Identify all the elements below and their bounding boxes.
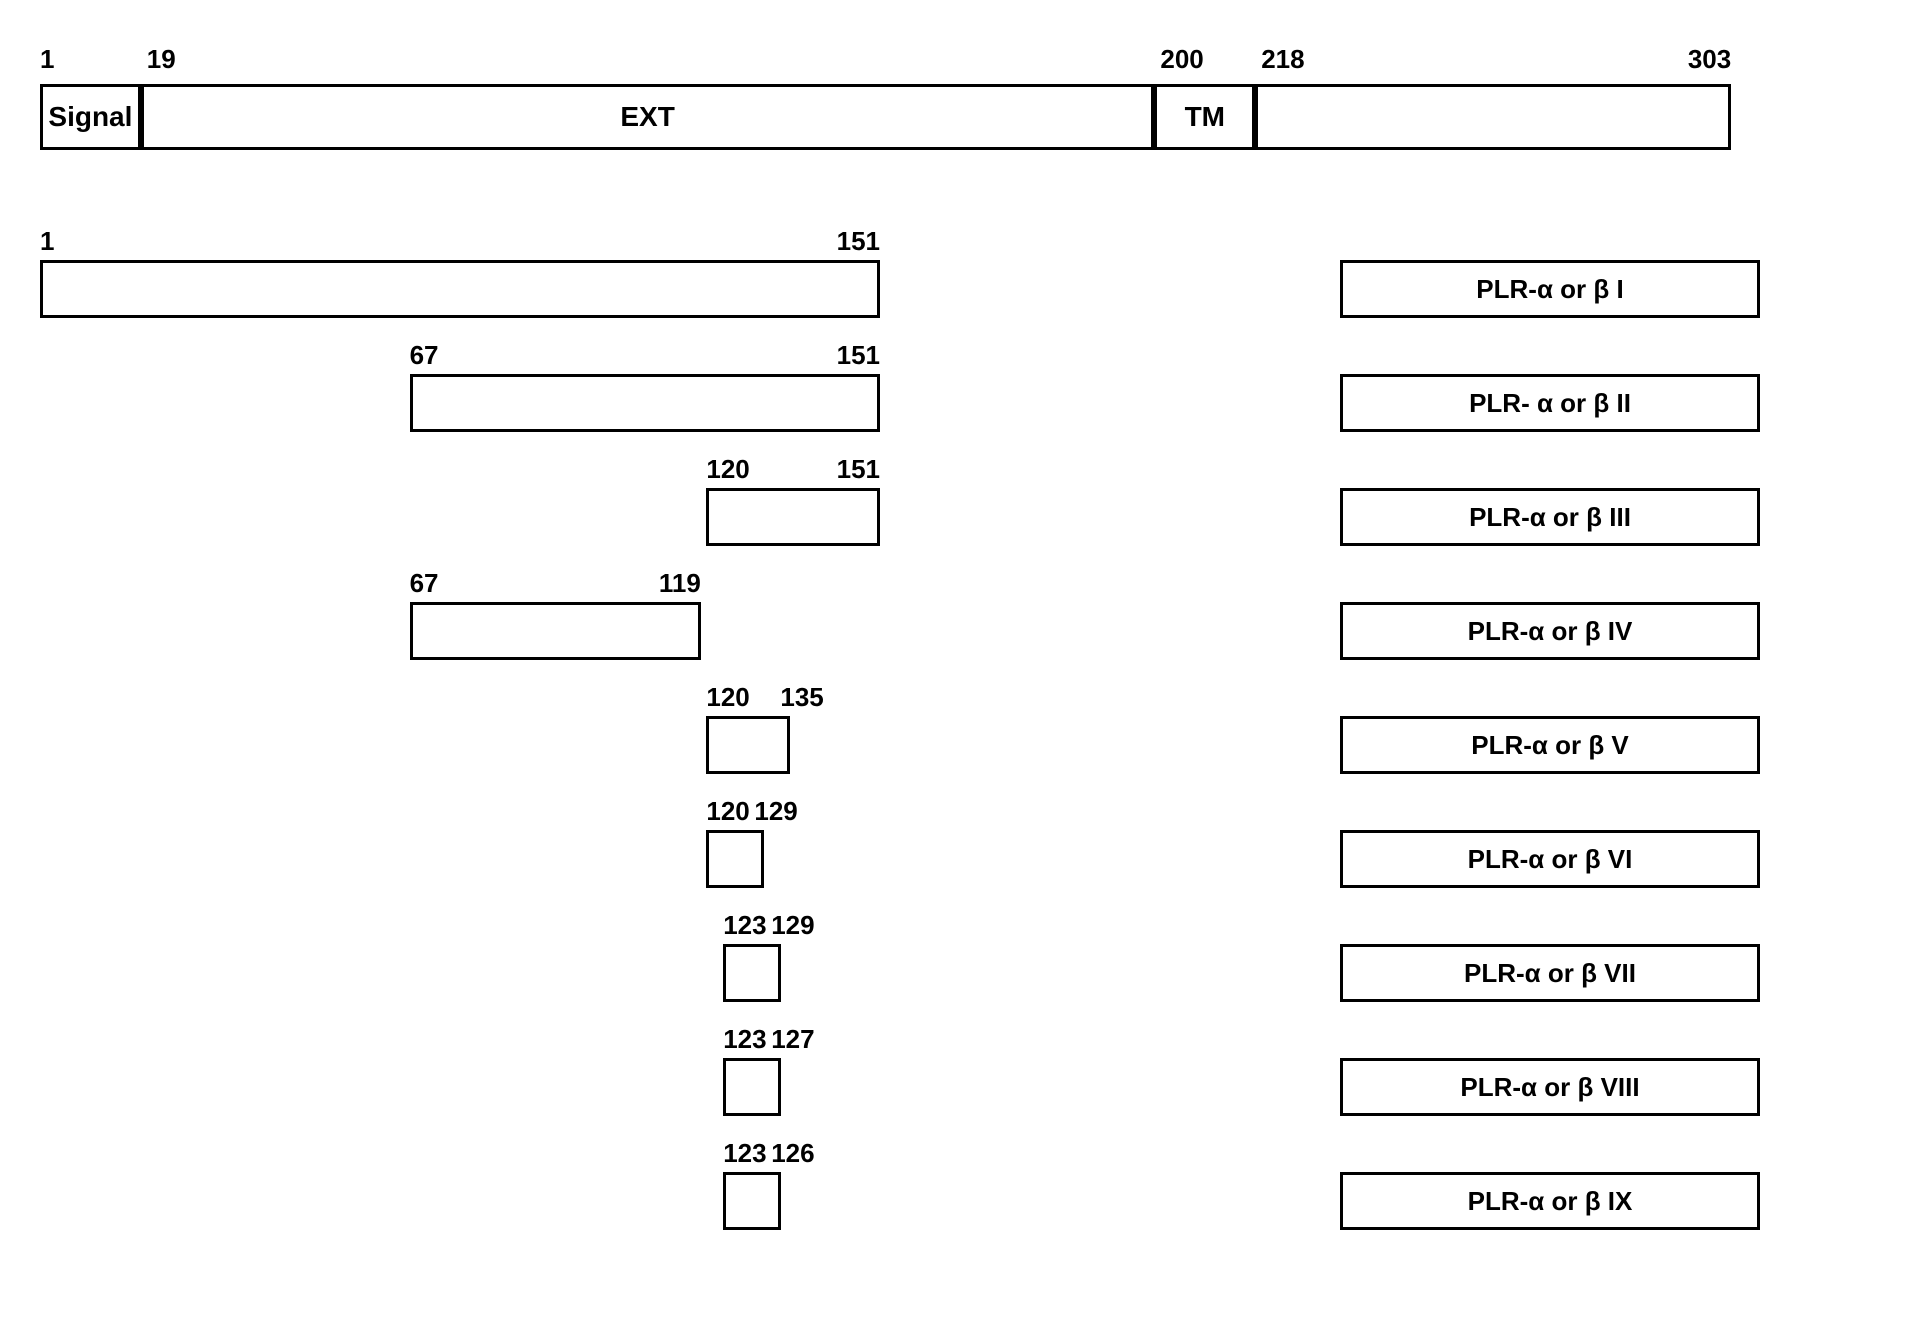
fragment-bar [706, 488, 880, 546]
legend-box: PLR-α or β VIII [1340, 1058, 1760, 1116]
legend-label: PLR-α or β IV [1468, 616, 1633, 647]
fragment-end-label: 135 [780, 682, 823, 713]
domain-segment: TM [1154, 84, 1255, 150]
legend-label: PLR-α or β IX [1468, 1186, 1633, 1217]
fragment-bar [723, 1172, 781, 1230]
legend-label: PLR-α or β V [1471, 730, 1629, 761]
fragment-bar [410, 602, 701, 660]
domain-tick-label: 1 [40, 44, 54, 75]
fragment-bar [723, 1058, 781, 1116]
fragment-end-label: 151 [837, 226, 880, 257]
fragment-start-label: 123 [723, 1138, 766, 1169]
fragment-end-label: 151 [837, 454, 880, 485]
fragment-start-label: 123 [723, 910, 766, 941]
legend-box: PLR- α or β II [1340, 374, 1760, 432]
fragment-bar [410, 374, 880, 432]
protein-domain-diagram: Signal119EXT200TM2183031151PLR-α or β I6… [0, 0, 1906, 1326]
fragment-bar [706, 716, 790, 774]
domain-segment: EXT [141, 84, 1155, 150]
fragment-bar [706, 830, 764, 888]
domain-tick-label: 303 [1688, 44, 1731, 75]
legend-label: PLR-α or β VII [1464, 958, 1636, 989]
fragment-start-label: 67 [410, 340, 439, 371]
legend-label: PLR-α or β VI [1468, 844, 1633, 875]
domain-segment: Signal [40, 84, 141, 150]
fragment-end-label: 127 [771, 1024, 814, 1055]
legend-box: PLR-α or β III [1340, 488, 1760, 546]
legend-box: PLR-α or β I [1340, 260, 1760, 318]
fragment-start-label: 120 [706, 454, 749, 485]
legend-label: PLR-α or β VIII [1460, 1072, 1639, 1103]
legend-box: PLR-α or β IV [1340, 602, 1760, 660]
domain-tick-label: 218 [1261, 44, 1304, 75]
domain-segment-label: Signal [48, 101, 132, 133]
fragment-start-label: 123 [723, 1024, 766, 1055]
fragment-bar [40, 260, 880, 318]
fragment-start-label: 67 [410, 568, 439, 599]
legend-box: PLR-α or β V [1340, 716, 1760, 774]
domain-segment-label: TM [1185, 101, 1225, 133]
fragment-end-label: 126 [771, 1138, 814, 1169]
domain-tick-label: 19 [147, 44, 176, 75]
domain-segment-label: EXT [620, 101, 674, 133]
domain-tick-label: 200 [1160, 44, 1203, 75]
fragment-start-label: 120 [706, 796, 749, 827]
legend-label: PLR-α or β I [1476, 274, 1623, 305]
legend-box: PLR-α or β VI [1340, 830, 1760, 888]
legend-label: PLR-α or β III [1469, 502, 1631, 533]
fragment-start-label: 1 [40, 226, 54, 257]
fragment-start-label: 120 [706, 682, 749, 713]
legend-label: PLR- α or β II [1469, 388, 1631, 419]
fragment-end-label: 129 [771, 910, 814, 941]
fragment-end-label: 151 [837, 340, 880, 371]
legend-box: PLR-α or β IX [1340, 1172, 1760, 1230]
domain-segment [1255, 84, 1731, 150]
fragment-bar [723, 944, 781, 1002]
fragment-end-label: 129 [754, 796, 797, 827]
legend-box: PLR-α or β VII [1340, 944, 1760, 1002]
fragment-end-label: 119 [659, 568, 701, 599]
